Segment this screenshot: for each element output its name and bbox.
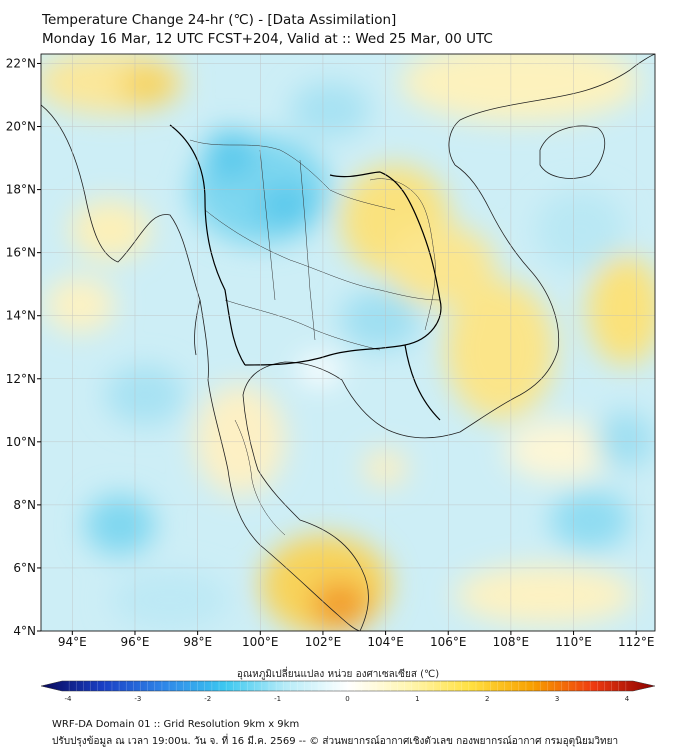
colorbar-tick-label: 0	[345, 695, 349, 703]
colorbar-tick-label: -3	[134, 695, 141, 703]
colorbar-tick-label: 1	[415, 695, 419, 703]
lon-label: 102°E	[305, 635, 342, 649]
lat-label: 8°N	[13, 498, 36, 512]
lon-label: 96°E	[121, 635, 150, 649]
lon-label: 98°E	[183, 635, 212, 649]
lon-label: 100°E	[242, 635, 279, 649]
province-borders	[189, 139, 441, 536]
colorbar-title: อุณหภูมิเปลี่ยนแปลง หน่วย องศาเซลเซียส (…	[236, 669, 440, 680]
footer-model-info: WRF-DA Domain 01 :: Grid Resolution 9km …	[52, 719, 300, 730]
lat-label: 10°N	[6, 435, 36, 449]
lat-label: 22°N	[6, 56, 36, 70]
colorbar-bar	[40, 680, 656, 692]
lon-label: 110°E	[555, 635, 592, 649]
longitude-labels: 94°E 96°E 98°E 100°E 102°E 104°E 106°E 108°E 110…	[58, 631, 655, 649]
colorbar-segments	[68, 681, 627, 691]
temperature-field	[41, 54, 655, 631]
lat-label: 16°N	[6, 246, 36, 260]
colorbar-tick-label: 2	[485, 695, 489, 703]
colorbar-tick-label: 4	[625, 695, 630, 703]
map-subtitle: Monday 16 Mar, 12 UTC FCST+204, Valid at…	[42, 31, 493, 47]
lat-label: 4°N	[13, 624, 36, 638]
colorbar-tick-label: -2	[204, 695, 211, 703]
map-frame	[40, 53, 656, 632]
lat-label: 18°N	[6, 183, 36, 197]
lon-label: 108°E	[493, 635, 530, 649]
lat-label: 12°N	[6, 372, 36, 386]
colorbar-ticks: -4 -3 -2 -1 0 1 2 3 4	[65, 695, 630, 703]
national-borders	[169, 124, 442, 421]
lon-label: 106°E	[430, 635, 467, 649]
colorbar: -4 -3 -2 -1 0 1 2 3 4	[40, 680, 656, 703]
colorbar-tick-label: -4	[65, 695, 73, 703]
footer-credit: ปรับปรุงข้อมูล ณ เวลา 19:00น. วัน จ. ที่…	[52, 736, 619, 747]
lat-label: 6°N	[13, 561, 36, 575]
colorbar-tick-label: -1	[274, 695, 281, 703]
lat-label: 20°N	[6, 120, 36, 134]
lon-label: 112°E	[618, 635, 655, 649]
lon-label: 94°E	[58, 635, 87, 649]
latitude-labels: 22°N 20°N 18°N 16°N 14°N 12°N 10°N 8°N 6°N 4°N	[6, 56, 41, 638]
lon-label: 104°E	[367, 635, 404, 649]
map-title: Temperature Change 24-hr (℃) - [Data Ass…	[42, 12, 397, 28]
lat-label: 14°N	[6, 309, 36, 323]
coastlines	[41, 54, 655, 631]
colorbar-tick-label: 3	[555, 695, 559, 703]
